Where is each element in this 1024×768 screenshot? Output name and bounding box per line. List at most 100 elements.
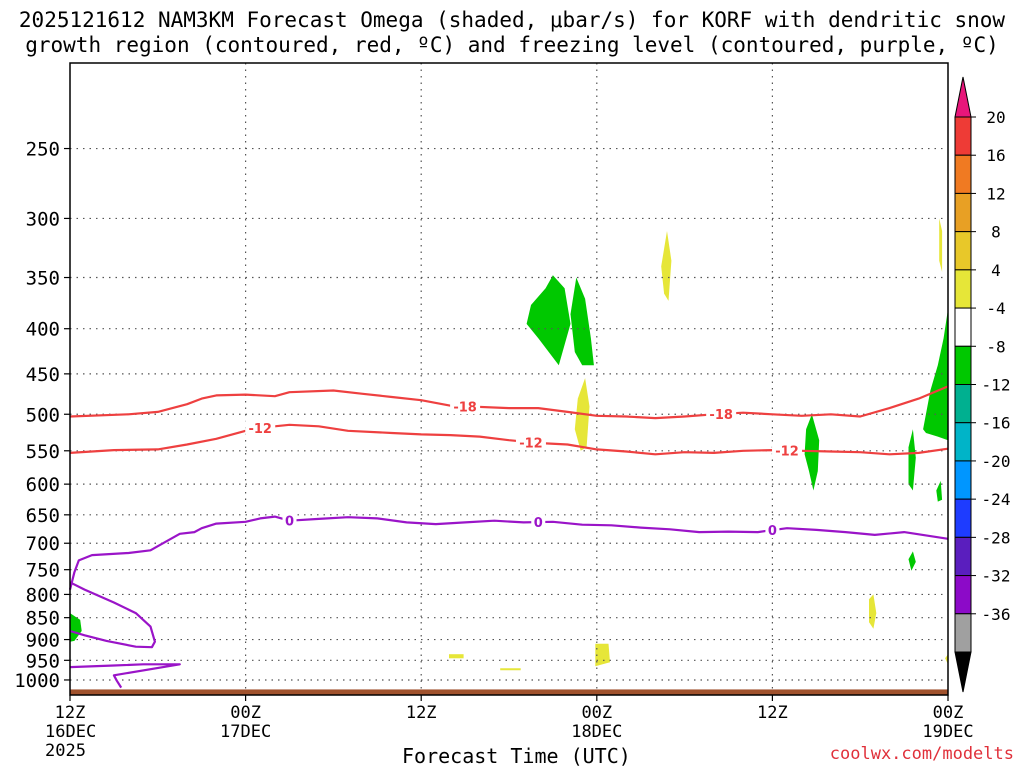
contour-line-0: [69, 385, 949, 420]
chart-title-line-2: growth region (contoured, red, ºC) and f…: [25, 33, 999, 57]
contour-label-bg: [531, 514, 546, 531]
omega-region-4: [936, 480, 943, 502]
y-tick-label-900: 900: [26, 630, 60, 652]
x-tick-label-12-0: 00Z: [230, 703, 261, 723]
colorbar-bin-4: [954, 231, 972, 271]
y-tick-label-1000: 1000: [14, 670, 60, 692]
y-tick-label-450: 450: [26, 364, 60, 386]
colorbar-label-7: -12: [982, 376, 1011, 395]
credit-link[interactable]: coolwx.com/modelts: [829, 744, 1014, 764]
y-tick-label-300: 300: [26, 208, 60, 230]
y-tick-label-650: 650: [26, 505, 60, 527]
omega-region-0: [526, 275, 571, 366]
omega-region-12: [449, 654, 464, 659]
y-tick-label-500: 500: [26, 404, 60, 426]
colorbar-bin-8: [954, 384, 972, 424]
x-tick-label-0-1: 16DEC: [45, 722, 96, 742]
y-tick-label-850: 850: [26, 608, 60, 630]
plot-frame: [69, 62, 949, 696]
colorbar-label-4: 4: [991, 261, 1001, 280]
colorbar-label-12: -32: [982, 567, 1011, 586]
colorbar-label-1: 16: [986, 146, 1005, 165]
omega-region-7: [70, 613, 82, 642]
colorbar-bin-14: [954, 613, 972, 653]
y-tick-label-700: 700: [26, 533, 60, 555]
y-tick-label-800: 800: [26, 584, 60, 606]
colorbar-label-6: -8: [986, 337, 1005, 356]
colorbar-label-10: -24: [982, 490, 1011, 509]
terrain-layer: [70, 689, 948, 695]
x-tick-label-0-2: 2025: [45, 741, 86, 761]
colorbar-label-8: -16: [982, 414, 1011, 433]
colorbar-label-3: 8: [991, 223, 1001, 242]
grid-lines: [70, 63, 948, 695]
contour-line-2: [68, 515, 949, 590]
contour-label-2-1: 0: [534, 516, 543, 531]
x-tick-label-48-0: 12Z: [757, 703, 788, 723]
omega-region-14: [869, 594, 877, 629]
omega-region-1: [570, 277, 594, 366]
terrain-ground: [70, 689, 948, 695]
contour-label-bg: [706, 405, 737, 422]
omega-region-11: [595, 643, 610, 667]
contour-label-2-0: 0: [285, 515, 294, 530]
y-tick-label-750: 750: [26, 560, 60, 582]
y-tick-label-600: 600: [26, 474, 60, 496]
y-tick-label-400: 400: [26, 319, 60, 341]
contour-label-bg: [765, 522, 780, 539]
omega-region-5: [908, 551, 916, 571]
x-tick-label-36-0: 00Z: [581, 703, 612, 723]
omega-region-8: [661, 231, 672, 301]
contour-label-1-2: -12: [775, 444, 799, 459]
x-tick-label-0-0: 12Z: [55, 703, 86, 723]
colorbar-bin-1: [954, 116, 972, 156]
omega-region-9: [939, 218, 943, 272]
contour-label-bg: [245, 419, 276, 436]
x-tick-label-36-1: 18DEC: [571, 722, 622, 742]
axis-layer: 2503003504004505005506006507007508008509…: [14, 62, 974, 761]
colorbar-bin-7: [954, 345, 972, 385]
omega-region-2: [804, 414, 820, 491]
y-tick-label-250: 250: [26, 139, 60, 161]
colorbar-bin-10: [954, 460, 972, 500]
omega-region-6: [923, 309, 948, 441]
contour-label-bg: [282, 512, 297, 529]
contour-label-0-1: -18: [709, 408, 733, 423]
y-tick-label-550: 550: [26, 441, 60, 463]
colorbar: 20 16 12 8 4 -4 -8 -12 -16 -20 -24 -28 -32 -36: [954, 76, 1011, 693]
omega-region-13: [500, 668, 521, 671]
colorbar-bin-13: [954, 575, 972, 615]
omega-shading-layer: [70, 218, 948, 671]
colorbar-label-13: -36: [982, 605, 1011, 624]
colorbar-label-9: -20: [982, 452, 1011, 471]
colorbar-bin-12: [954, 536, 972, 577]
colorbar-label-11: -28: [982, 528, 1011, 547]
contour-label-2-2: 0: [768, 524, 777, 539]
contour-label-bg: [450, 398, 481, 415]
colorbar-bin-11: [954, 498, 972, 538]
contour-label-1-0: -12: [248, 422, 272, 437]
colorbar-bin-2: [954, 154, 972, 194]
colorbar-label-2: 12: [986, 184, 1005, 203]
omega-region-3: [908, 429, 916, 491]
x-tick-label-24-0: 12Z: [406, 703, 437, 723]
contour-line-3: [69, 581, 156, 649]
contour-label-bg: [772, 442, 803, 459]
contour-layer: -18 -18 -12 -12 -12 0 0 0: [68, 385, 949, 689]
x-axis-title: Forecast Time (UTC): [402, 744, 631, 768]
chart-title-line-1: 2025121612 NAM3KM Forecast Omega (shaded…: [18, 8, 1006, 32]
contour-label-1-1: -12: [519, 436, 543, 451]
colorbar-bin-3: [954, 192, 972, 233]
contour-line-4: [69, 663, 181, 689]
y-tick-label-950: 950: [26, 650, 60, 672]
colorbar-top-triangle: [954, 76, 972, 118]
colorbar-bin-9: [954, 422, 972, 462]
colorbar-label-0: 20: [986, 108, 1005, 127]
contour-label-bg: [515, 434, 546, 451]
colorbar-bin-5: [954, 269, 972, 309]
colorbar-bottom-triangle: [954, 651, 972, 693]
colorbar-label-5: -4: [986, 299, 1005, 318]
x-tick-label-60-0: 00Z: [933, 703, 964, 723]
contour-label-0-0: -18: [453, 400, 477, 415]
